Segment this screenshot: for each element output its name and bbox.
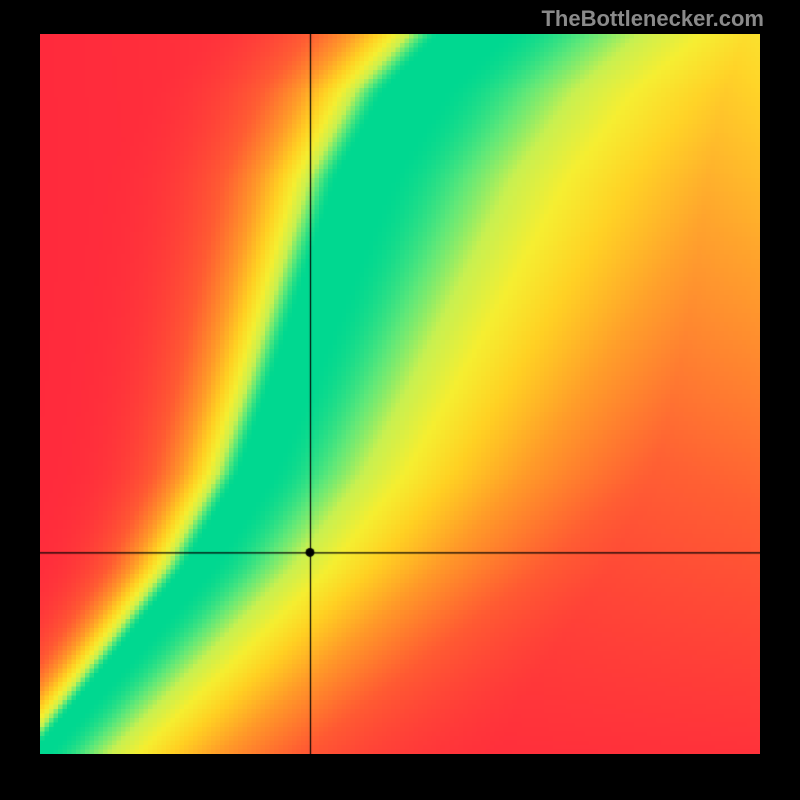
- watermark-text: TheBottlenecker.com: [541, 6, 764, 32]
- crosshair-overlay: [40, 34, 760, 754]
